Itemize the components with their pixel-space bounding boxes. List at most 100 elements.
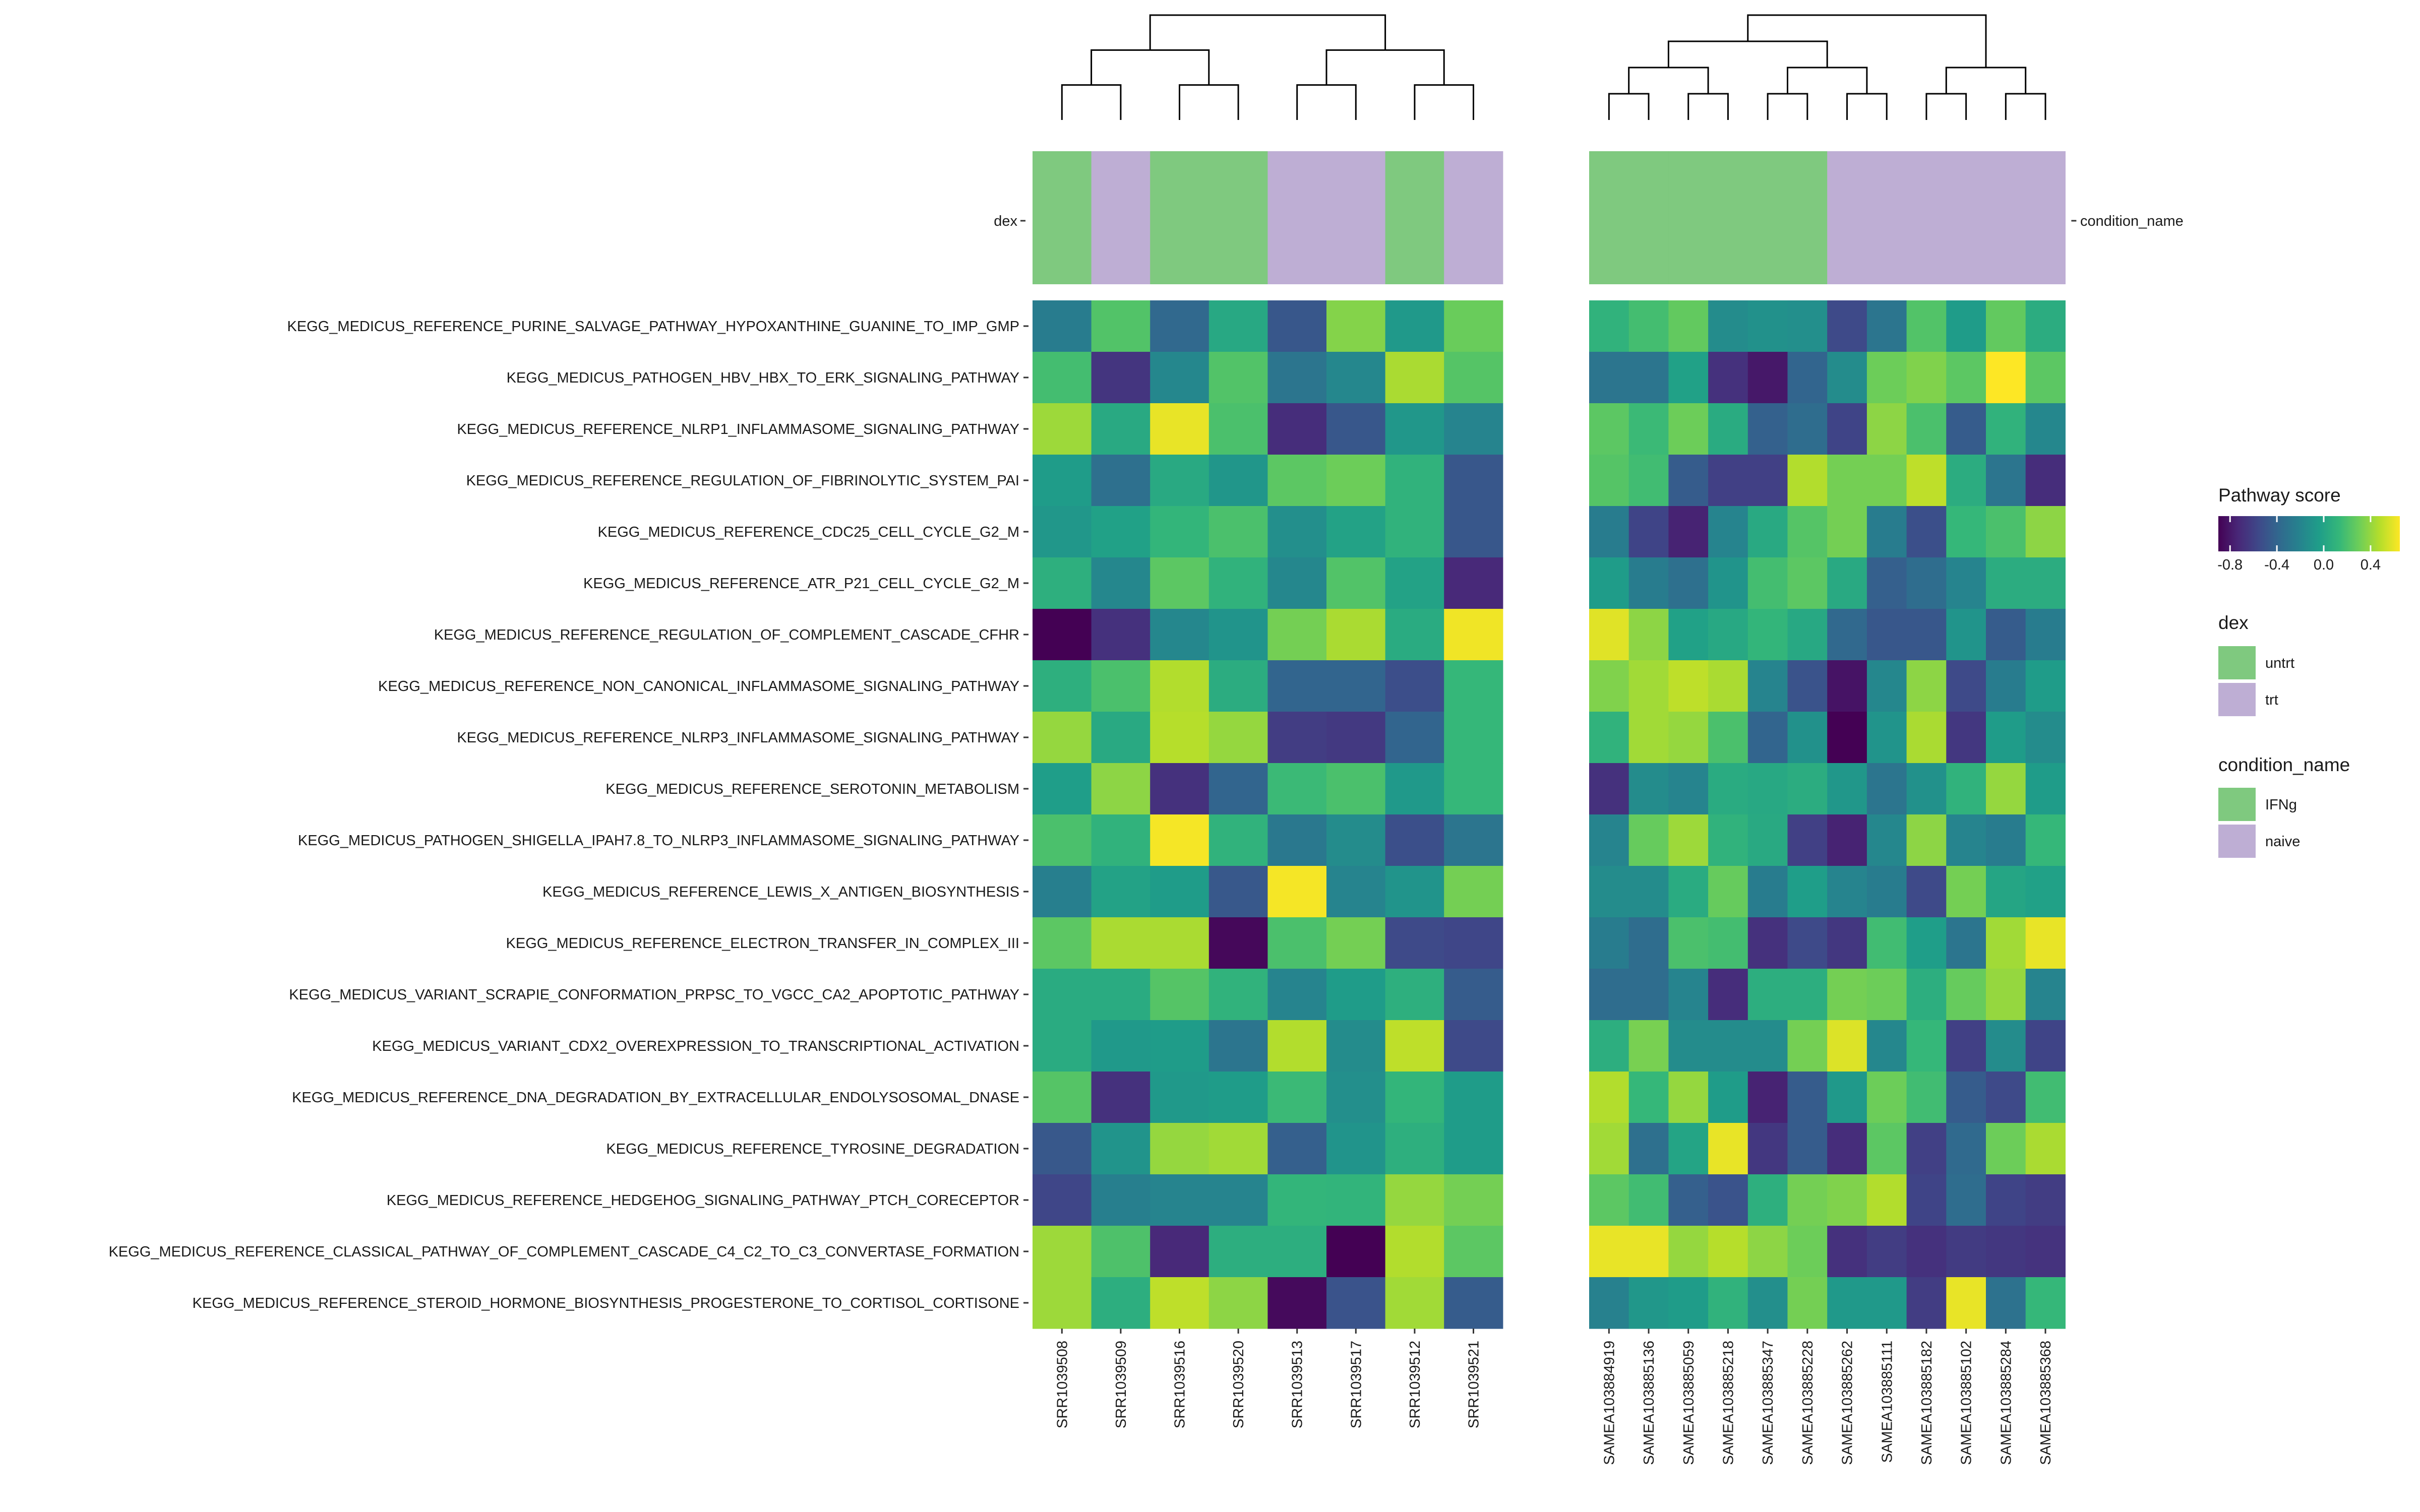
heatmap-cell[interactable] — [1033, 1020, 1092, 1072]
heatmap-cell[interactable] — [1827, 609, 1867, 661]
heatmap-cell[interactable] — [1747, 969, 1788, 1021]
heatmap-cell[interactable] — [1628, 763, 1669, 815]
heatmap-cell[interactable] — [1150, 660, 1209, 712]
heatmap-cell[interactable] — [1033, 917, 1092, 969]
heatmap-cell[interactable] — [1668, 1072, 1709, 1123]
heatmap-cell[interactable] — [1326, 557, 1386, 609]
heatmap-cell[interactable] — [1326, 455, 1386, 507]
heatmap-cell[interactable] — [1787, 1277, 1828, 1329]
heatmap-cell[interactable] — [1708, 300, 1748, 352]
heatmap-cell[interactable] — [1033, 763, 1092, 815]
heatmap-cell[interactable] — [1866, 917, 1907, 969]
heatmap-cell[interactable] — [1385, 1174, 1444, 1226]
heatmap-cell[interactable] — [1589, 969, 1629, 1021]
heatmap-cell[interactable] — [1267, 609, 1327, 661]
heatmap-cell[interactable] — [1444, 455, 1503, 507]
heatmap-cell[interactable] — [1986, 814, 2026, 866]
heatmap-cell[interactable] — [1589, 763, 1629, 815]
heatmap-cell[interactable] — [1589, 660, 1629, 712]
heatmap-cell[interactable] — [1033, 1123, 1092, 1175]
heatmap-cell[interactable] — [1589, 403, 1629, 455]
heatmap-cell[interactable] — [1866, 814, 1907, 866]
heatmap-cell[interactable] — [1385, 917, 1444, 969]
heatmap-cell[interactable] — [1986, 1174, 2026, 1226]
heatmap-cell[interactable] — [1986, 917, 2026, 969]
heatmap-cell[interactable] — [1150, 1072, 1209, 1123]
heatmap-cell[interactable] — [2025, 1072, 2066, 1123]
heatmap-cell[interactable] — [1986, 866, 2026, 918]
heatmap-cell[interactable] — [1827, 917, 1867, 969]
heatmap-cell[interactable] — [1668, 455, 1709, 507]
heatmap-cell[interactable] — [1906, 403, 1947, 455]
heatmap-cell[interactable] — [1326, 1277, 1386, 1329]
heatmap-cell[interactable] — [1628, 712, 1669, 764]
heatmap-cell[interactable] — [1986, 660, 2026, 712]
heatmap-cell[interactable] — [1150, 1123, 1209, 1175]
heatmap-cell[interactable] — [1150, 403, 1209, 455]
heatmap-cell[interactable] — [1267, 763, 1327, 815]
heatmap-cell[interactable] — [1668, 352, 1709, 404]
heatmap-cell[interactable] — [1906, 969, 1947, 1021]
heatmap-cell[interactable] — [1208, 712, 1268, 764]
heatmap-cell[interactable] — [1385, 763, 1444, 815]
heatmap-cell[interactable] — [1827, 455, 1867, 507]
heatmap-cell[interactable] — [1946, 1174, 1986, 1226]
heatmap-cell[interactable] — [1747, 1072, 1788, 1123]
heatmap-cell[interactable] — [1385, 1072, 1444, 1123]
heatmap-cell[interactable] — [1986, 763, 2026, 815]
heatmap-cell[interactable] — [1866, 660, 1907, 712]
heatmap-cell[interactable] — [1267, 814, 1327, 866]
heatmap-cell[interactable] — [1033, 557, 1092, 609]
heatmap-cell[interactable] — [1091, 403, 1151, 455]
heatmap-cell[interactable] — [1150, 455, 1209, 507]
heatmap-cell[interactable] — [1946, 969, 1986, 1021]
heatmap-cell[interactable] — [1326, 712, 1386, 764]
heatmap-cell[interactable] — [1827, 712, 1867, 764]
heatmap-cell[interactable] — [1385, 1020, 1444, 1072]
heatmap-cell[interactable] — [1866, 763, 1907, 815]
heatmap-cell[interactable] — [1444, 506, 1503, 558]
heatmap-cell[interactable] — [1628, 1020, 1669, 1072]
heatmap-cell[interactable] — [1385, 1123, 1444, 1175]
heatmap-cell[interactable] — [1267, 1277, 1327, 1329]
heatmap-cell[interactable] — [1385, 866, 1444, 918]
heatmap-cell[interactable] — [1787, 1020, 1828, 1072]
heatmap-cell[interactable] — [1906, 1277, 1947, 1329]
heatmap-cell[interactable] — [1033, 300, 1092, 352]
heatmap-cell[interactable] — [1208, 1277, 1268, 1329]
heatmap-cell[interactable] — [1208, 403, 1268, 455]
heatmap-cell[interactable] — [1444, 557, 1503, 609]
heatmap-cell[interactable] — [1906, 1123, 1947, 1175]
heatmap-cell[interactable] — [2025, 609, 2066, 661]
heatmap-cell[interactable] — [1208, 557, 1268, 609]
heatmap-cell[interactable] — [1946, 1277, 1986, 1329]
heatmap-cell[interactable] — [1787, 609, 1828, 661]
heatmap-cell[interactable] — [1589, 866, 1629, 918]
heatmap-cell[interactable] — [1208, 866, 1268, 918]
heatmap-cell[interactable] — [1326, 1123, 1386, 1175]
heatmap-cell[interactable] — [1866, 455, 1907, 507]
heatmap-cell[interactable] — [1986, 403, 2026, 455]
heatmap-cell[interactable] — [1787, 1072, 1828, 1123]
heatmap-cell[interactable] — [1091, 609, 1151, 661]
heatmap-cell[interactable] — [2025, 1174, 2066, 1226]
heatmap-cell[interactable] — [1827, 403, 1867, 455]
heatmap-cell[interactable] — [1385, 300, 1444, 352]
heatmap-cell[interactable] — [1208, 763, 1268, 815]
heatmap-cell[interactable] — [1385, 609, 1444, 661]
heatmap-cell[interactable] — [1906, 866, 1947, 918]
heatmap-cell[interactable] — [1787, 557, 1828, 609]
heatmap-cell[interactable] — [2025, 1123, 2066, 1175]
heatmap-cell[interactable] — [1628, 455, 1669, 507]
heatmap-cell[interactable] — [1628, 403, 1669, 455]
heatmap-cell[interactable] — [1827, 506, 1867, 558]
heatmap-cell[interactable] — [1668, 866, 1709, 918]
heatmap-cell[interactable] — [1986, 1123, 2026, 1175]
heatmap-cell[interactable] — [1150, 763, 1209, 815]
heatmap-cell[interactable] — [1267, 1226, 1327, 1278]
heatmap-cell[interactable] — [1668, 712, 1709, 764]
heatmap-cell[interactable] — [1385, 969, 1444, 1021]
heatmap-cell[interactable] — [1866, 1123, 1907, 1175]
heatmap-cell[interactable] — [1267, 1174, 1327, 1226]
heatmap-cell[interactable] — [1827, 300, 1867, 352]
